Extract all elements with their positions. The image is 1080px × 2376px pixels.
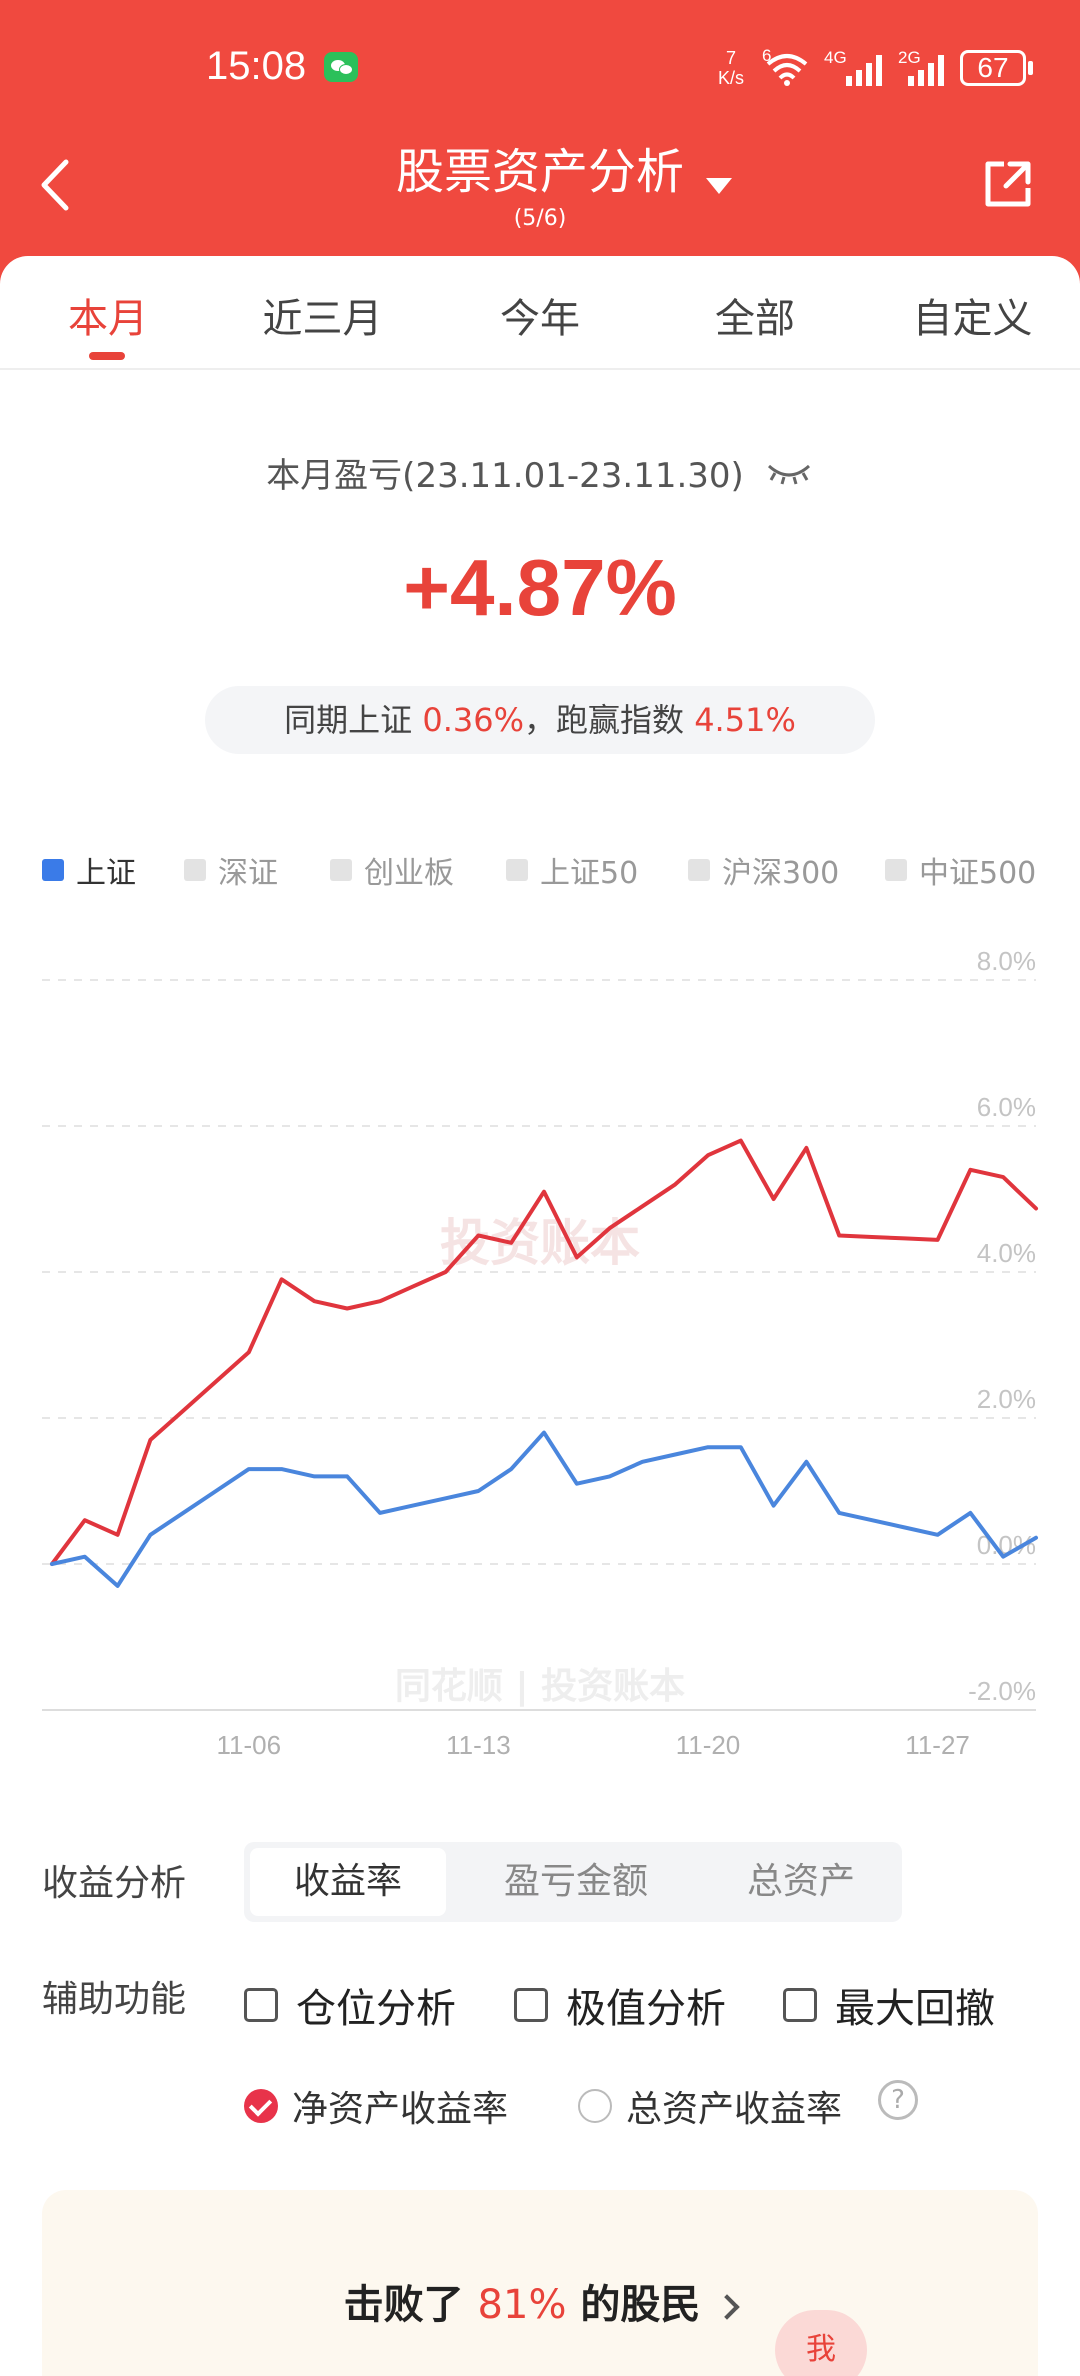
status-time: 15:08 xyxy=(206,44,307,88)
x-tick-label: 11-27 xyxy=(905,1730,970,1760)
index-legend: 上证 深证 创业板 上证50 沪深300 中证500 xyxy=(42,848,1052,891)
signal-1-icon xyxy=(846,55,882,86)
me-badge: 我 xyxy=(775,2310,867,2376)
help-question-icon[interactable]: ? xyxy=(878,2080,918,2120)
analysis-label: 收益分析 xyxy=(42,1863,187,1904)
legend-label: 上证50 xyxy=(540,856,639,891)
segment-total-assets[interactable]: 总资产 xyxy=(746,1861,855,1902)
legend-item-csi300[interactable]: 沪深300 xyxy=(688,848,839,892)
title-dropdown-icon[interactable] xyxy=(706,178,732,194)
legend-swatch xyxy=(330,859,352,881)
hide-eye-icon[interactable] xyxy=(766,460,812,486)
compare-separator: ，跑赢指数 xyxy=(524,701,685,739)
compare-prefix: 同期上证 xyxy=(284,701,413,739)
wifi-label: 6 xyxy=(762,46,772,65)
period-range-label: 本月盈亏(23.11.01-23.11.30) xyxy=(0,448,1080,497)
legend-swatch xyxy=(506,859,528,881)
radio-unchecked-icon[interactable] xyxy=(578,2089,612,2123)
total-asset-return-radio[interactable]: 总资产收益率 xyxy=(578,2080,842,2132)
tab-all[interactable]: 全部 xyxy=(715,296,795,342)
legend-label: 中证500 xyxy=(919,856,1037,891)
net-asset-return-radio[interactable]: 净资产收益率 xyxy=(244,2080,508,2132)
index-return-value: 0.36% xyxy=(422,701,524,739)
active-tab-indicator xyxy=(89,352,125,360)
rank-suffix: 的股民 xyxy=(580,2282,701,2328)
segment-profit-amount[interactable]: 盈亏金额 xyxy=(503,1861,648,1902)
monthly-return: +4.87% xyxy=(403,543,677,632)
sim2-label: 2G xyxy=(898,48,921,67)
tab-custom[interactable]: 自定义 xyxy=(912,296,1033,342)
x-tick-label: 11-20 xyxy=(676,1730,741,1760)
legend-swatch xyxy=(885,859,907,881)
page-title[interactable]: 股票资产分析 xyxy=(395,144,684,200)
y-tick-label: -2.0% xyxy=(968,1676,1036,1706)
y-tick-label: 8.0% xyxy=(977,946,1036,976)
chevron-right-icon xyxy=(714,2294,741,2320)
tab-this-year[interactable]: 今年 xyxy=(500,296,580,342)
chart-watermark-bottom: 同花顺 | 投资账本 xyxy=(395,1666,685,1707)
aux-label: 辅助功能 xyxy=(42,1979,187,2020)
index-compare-pill: 同期上证 0.36%，跑赢指数 4.51% xyxy=(205,686,875,754)
rank-text[interactable]: 击败了 81% 的股民 xyxy=(42,2272,1038,2330)
tab-this-month[interactable]: 本月 xyxy=(68,296,148,342)
checkbox-label: 最大回撤 xyxy=(835,1986,995,2032)
shanghai-index-line xyxy=(50,1430,1038,1588)
y-tick-label: 4.0% xyxy=(977,1238,1036,1268)
back-arrow-icon[interactable] xyxy=(30,150,80,220)
y-tick-label: 6.0% xyxy=(977,1092,1036,1122)
app-header xyxy=(0,0,1080,300)
tab-three-months[interactable]: 近三月 xyxy=(262,296,383,342)
legend-item-shenzhen[interactable]: 深证 xyxy=(184,848,278,892)
max-drawdown-checkbox[interactable]: 最大回撤 xyxy=(783,1976,995,2034)
rank-card[interactable]: 击败了 81% 的股民 xyxy=(42,2190,1038,2376)
legend-item-csi500[interactable]: 中证500 xyxy=(885,848,1036,892)
sim1-label: 4G xyxy=(824,48,847,67)
share-icon[interactable] xyxy=(980,156,1036,212)
battery-tip xyxy=(1028,61,1033,75)
checkbox-label: 极值分析 xyxy=(566,1986,726,2032)
battery-icon: 67 xyxy=(960,50,1026,86)
legend-item-chinext[interactable]: 创业板 xyxy=(330,848,454,892)
segment-return-rate[interactable]: 收益率 xyxy=(250,1848,446,1916)
checkbox-box[interactable] xyxy=(514,1988,548,2022)
beat-index-value: 4.51% xyxy=(694,701,796,739)
y-tick-label: 2.0% xyxy=(977,1384,1036,1414)
rank-percentile: 81% xyxy=(477,2282,567,2328)
signal-2-icon xyxy=(908,55,944,86)
wifi-icon xyxy=(766,54,808,86)
period-tabs: 本月 近三月 今年 全部 自定义 xyxy=(0,256,1080,370)
net-speed-value: 7 xyxy=(726,48,737,68)
x-tick-label: 11-13 xyxy=(446,1730,511,1760)
page-subtitle: (5/6) xyxy=(513,206,567,231)
portfolio-return-line xyxy=(50,1138,1038,1566)
legend-swatch xyxy=(42,859,64,881)
legend-swatch xyxy=(688,859,710,881)
checkbox-box[interactable] xyxy=(783,1988,817,2022)
position-analysis-checkbox[interactable]: 仓位分析 xyxy=(244,1976,456,2034)
legend-swatch xyxy=(184,859,206,881)
legend-label: 沪深300 xyxy=(722,856,840,891)
network-speed: 7 K/s xyxy=(718,48,744,88)
radio-label: 净资产收益率 xyxy=(292,2089,509,2130)
checkbox-box[interactable] xyxy=(244,1988,278,2022)
rank-prefix: 击败了 xyxy=(343,2282,464,2328)
legend-item-shanghai[interactable]: 上证 xyxy=(42,848,136,892)
x-tick-label: 11-06 xyxy=(217,1730,282,1760)
analysis-segment-control: 收益率 盈亏金额 总资产 xyxy=(244,1842,902,1922)
wechat-notification-icon xyxy=(324,52,358,82)
net-speed-unit: K/s xyxy=(718,68,745,88)
legend-item-sse50[interactable]: 上证50 xyxy=(506,848,638,892)
radio-checked-icon[interactable] xyxy=(244,2089,278,2123)
legend-label: 深证 xyxy=(218,856,278,891)
legend-label: 创业板 xyxy=(364,856,454,891)
checkbox-label: 仓位分析 xyxy=(296,1986,456,2032)
extreme-analysis-checkbox[interactable]: 极值分析 xyxy=(514,1976,726,2034)
radio-label: 总资产收益率 xyxy=(626,2089,843,2130)
legend-label: 上证 xyxy=(76,856,136,891)
range-text: 本月盈亏(23.11.01-23.11.30) xyxy=(266,456,744,496)
